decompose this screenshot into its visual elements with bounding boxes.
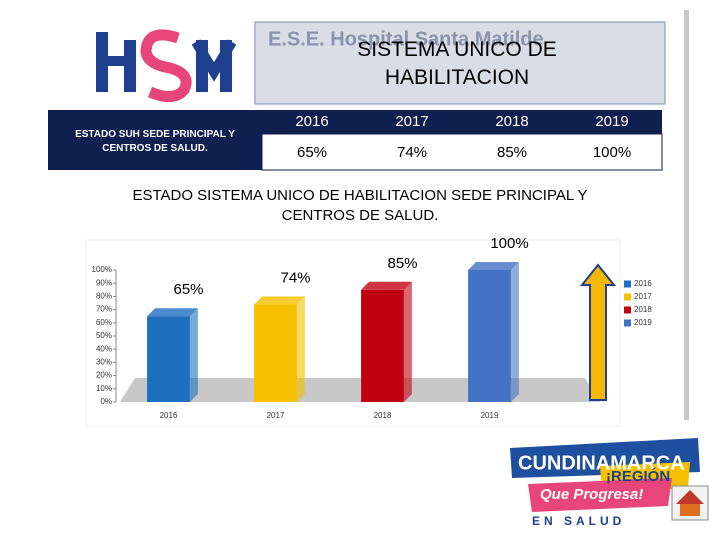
chart-title: ESTADO SISTEMA UNICO DE HABILITACION SED… [132, 187, 588, 224]
footer-brand: CUNDINAMARCA [518, 452, 685, 474]
footer-logo [510, 438, 700, 512]
y-tick-label: 0% [100, 397, 112, 406]
table-header-cell: 2016 [295, 113, 328, 130]
table-header-row [262, 110, 662, 134]
y-tick-label: 40% [96, 344, 112, 353]
y-tick-label: 20% [96, 371, 112, 380]
legend-swatch [624, 319, 631, 327]
y-tick-label: 10% [96, 384, 112, 393]
bar-side [510, 262, 519, 402]
footer-motto: Que Progresa! [540, 486, 643, 503]
banner [254, 21, 666, 105]
banner-text: E.S.E. Hospital Santa Matilde [268, 28, 544, 50]
logo [96, 29, 237, 102]
legend-label: 2018 [634, 305, 652, 314]
bar-top [147, 308, 198, 317]
value-label: 74% [280, 269, 310, 286]
value-label: 100% [490, 235, 528, 252]
table-value-cell: 74% [397, 144, 427, 161]
footer-slogan: ¡REGIÓN [606, 467, 670, 485]
table-header-cell: 2019 [595, 113, 628, 130]
footer-tagline: EN SALUD [532, 514, 625, 528]
table-value-cell: 65% [297, 144, 327, 161]
bar-side [296, 296, 305, 402]
home-button[interactable] [671, 485, 709, 521]
table-header-cell: 2018 [495, 113, 528, 130]
bar-top [254, 296, 305, 305]
x-tick-label: 2018 [374, 411, 392, 420]
bar-side [189, 308, 198, 402]
legend-swatch [624, 280, 631, 288]
y-tick-label: 60% [96, 318, 112, 327]
bar [147, 316, 190, 402]
y-tick-label: 50% [96, 331, 112, 340]
bar-side [403, 281, 412, 402]
frame-bar [684, 10, 689, 420]
table-row-label: ESTADO SUH SEDE PRINCIPAL Y CENTROS DE S… [75, 129, 235, 154]
x-tick-label: 2016 [160, 411, 178, 420]
legend-label: 2017 [634, 292, 652, 301]
y-tick-label: 80% [96, 292, 112, 301]
table-value-cell: 85% [497, 144, 527, 161]
legend-swatch [624, 293, 631, 301]
y-tick-label: 100% [92, 265, 112, 274]
table-value-cell: 100% [593, 144, 631, 161]
y-tick-label: 90% [96, 278, 112, 287]
value-label: 85% [387, 255, 417, 272]
bar [468, 270, 511, 402]
table-label-cell [48, 110, 262, 170]
table-value-row [261, 133, 663, 171]
bar [254, 304, 297, 402]
legend-swatch [624, 306, 631, 314]
slide-title: SISTEMA UNICO DE HABILITACION [357, 38, 557, 89]
legend-label: 2016 [634, 279, 652, 288]
bar-top [468, 262, 519, 270]
y-tick-label: 70% [96, 305, 112, 314]
legend-label: 2019 [634, 318, 652, 327]
table-header-cell: 2017 [395, 113, 428, 130]
bar-top [361, 281, 412, 290]
bar [361, 289, 404, 402]
value-label: 65% [173, 281, 203, 298]
arrow [579, 263, 617, 401]
y-tick-label: 30% [96, 358, 112, 367]
x-tick-label: 2019 [481, 411, 499, 420]
x-tick-label: 2017 [267, 411, 285, 420]
